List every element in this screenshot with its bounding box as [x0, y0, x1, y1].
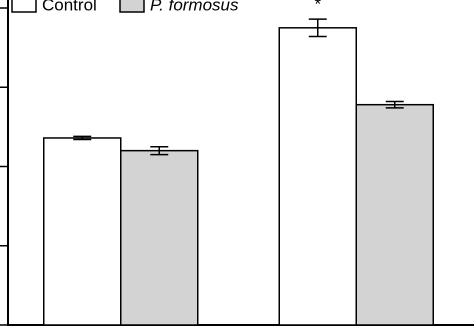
bar	[120, 149, 199, 326]
bar	[355, 103, 434, 326]
error-bar	[308, 18, 327, 38]
bar	[278, 27, 357, 326]
legend-label: Control	[42, 0, 97, 14]
error-bar	[73, 135, 92, 141]
legend-label: P. formosus	[150, 0, 239, 14]
error-bar	[385, 100, 404, 109]
bar	[43, 137, 122, 326]
legend: Control P. formosus	[11, 0, 239, 14]
legend-swatch	[119, 0, 145, 13]
legend-swatch	[11, 0, 37, 13]
annotation: *	[314, 0, 321, 14]
error-bar	[150, 145, 169, 156]
